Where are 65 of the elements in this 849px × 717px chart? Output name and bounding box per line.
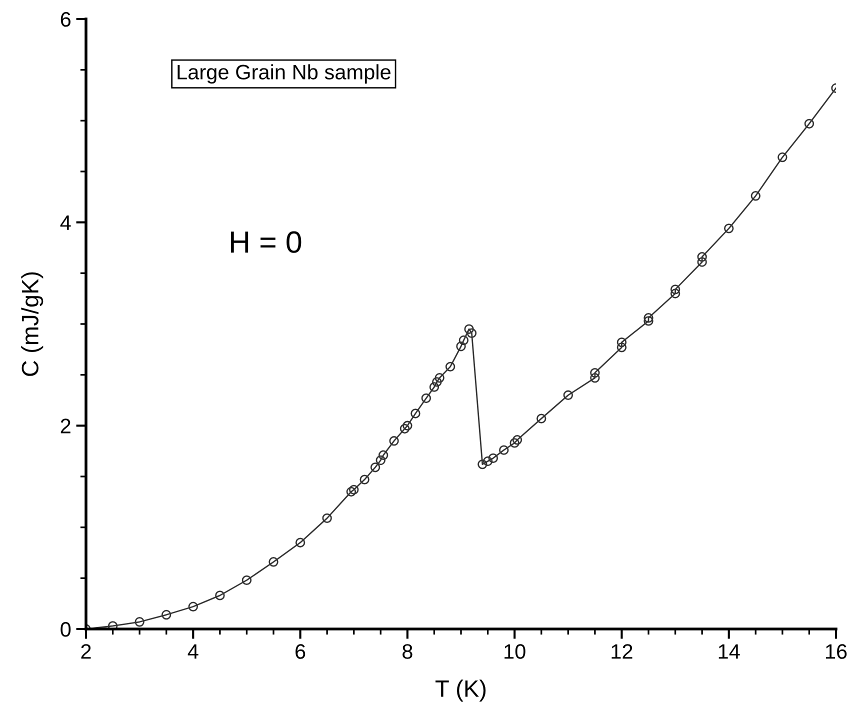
y-tick-label: 0 xyxy=(60,622,71,637)
point xyxy=(466,328,477,338)
point xyxy=(389,436,399,446)
y-axis-title: C (mJ/gK) xyxy=(21,272,44,376)
x-tick-label: 14 xyxy=(718,644,740,659)
x-tick-label: 8 xyxy=(402,644,412,659)
x-tick-label: 4 xyxy=(188,644,198,659)
point xyxy=(370,462,380,472)
point xyxy=(464,324,474,334)
point xyxy=(445,362,456,372)
point xyxy=(750,191,761,201)
point xyxy=(346,486,356,497)
point xyxy=(376,455,386,466)
point xyxy=(161,610,172,620)
point xyxy=(697,252,707,262)
point xyxy=(215,590,225,600)
y-tick-label: 4 xyxy=(60,216,71,230)
point xyxy=(697,257,707,267)
point xyxy=(478,459,488,470)
point xyxy=(458,335,469,346)
point xyxy=(510,438,520,448)
annotation: Large Grain Nb sample xyxy=(178,64,390,84)
point xyxy=(644,316,654,326)
point xyxy=(456,342,466,352)
point xyxy=(670,288,680,298)
point xyxy=(482,456,493,466)
y-tick-label: 6 xyxy=(60,12,70,27)
point xyxy=(295,538,306,548)
point xyxy=(268,557,278,567)
x-tick-label: 10 xyxy=(504,644,526,659)
point xyxy=(590,368,600,378)
x-tick-label: 16 xyxy=(826,644,847,659)
point xyxy=(402,420,412,431)
point xyxy=(410,408,420,418)
point xyxy=(242,575,252,586)
point xyxy=(616,337,627,348)
point xyxy=(188,602,198,612)
point xyxy=(348,484,359,495)
point xyxy=(563,390,574,400)
point xyxy=(400,424,410,434)
point xyxy=(378,450,388,460)
point xyxy=(590,373,600,383)
point xyxy=(432,377,442,387)
point xyxy=(778,152,788,162)
point xyxy=(644,313,654,323)
point xyxy=(360,474,370,484)
annotation: H = 0 xyxy=(231,231,302,253)
point xyxy=(134,617,144,627)
x-tick-label: 2 xyxy=(81,644,91,659)
point xyxy=(429,382,440,392)
point xyxy=(804,118,814,129)
point xyxy=(512,435,522,445)
point xyxy=(670,284,680,294)
point xyxy=(322,513,332,524)
point xyxy=(536,414,546,424)
point xyxy=(616,342,627,352)
x-tick-label: 6 xyxy=(296,644,306,659)
y-tick-label: 2 xyxy=(60,418,70,434)
point xyxy=(434,373,444,383)
point xyxy=(421,393,432,404)
point xyxy=(488,453,498,464)
point xyxy=(498,445,509,455)
point xyxy=(724,224,734,234)
x-tick-label: 12 xyxy=(612,644,632,659)
x-axis-title: T (K) xyxy=(436,680,486,702)
